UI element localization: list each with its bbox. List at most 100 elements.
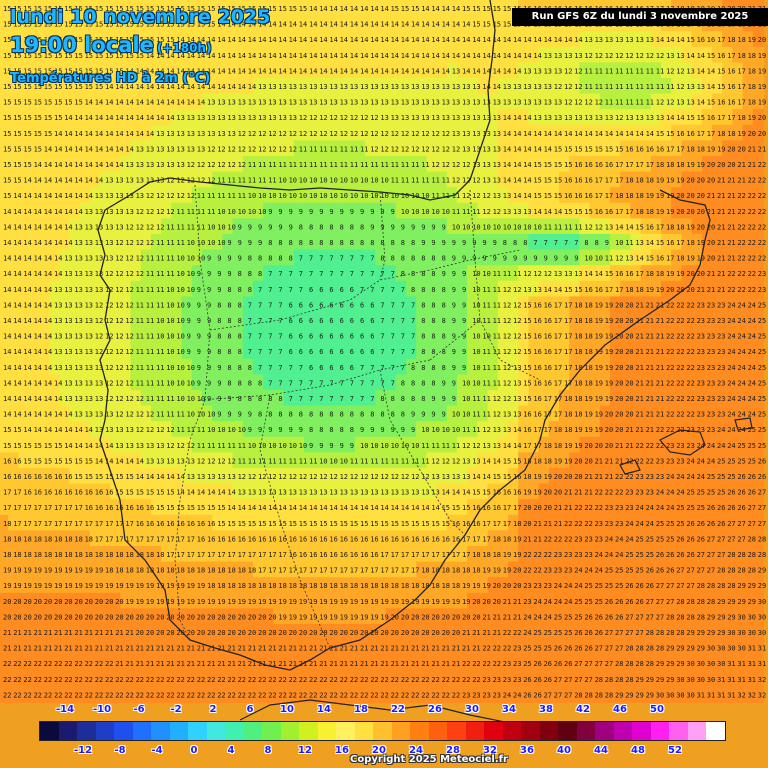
svg-text:14: 14 xyxy=(360,36,368,44)
svg-text:19: 19 xyxy=(676,270,684,278)
svg-text:11: 11 xyxy=(666,83,674,91)
svg-text:7: 7 xyxy=(391,270,395,278)
svg-text:11: 11 xyxy=(217,192,225,200)
svg-text:13: 13 xyxy=(472,83,480,91)
svg-text:18: 18 xyxy=(635,208,643,216)
svg-text:13: 13 xyxy=(64,270,72,278)
svg-text:14: 14 xyxy=(666,114,674,122)
svg-text:12: 12 xyxy=(595,223,603,231)
svg-text:11: 11 xyxy=(146,317,154,325)
svg-text:12: 12 xyxy=(299,130,307,138)
legend-swatch xyxy=(613,722,632,740)
svg-text:13: 13 xyxy=(309,99,317,107)
svg-text:14: 14 xyxy=(533,145,541,153)
svg-text:9: 9 xyxy=(217,270,221,278)
svg-text:14: 14 xyxy=(34,192,42,200)
svg-text:14: 14 xyxy=(523,52,531,60)
svg-text:12: 12 xyxy=(166,208,174,216)
svg-text:10: 10 xyxy=(482,270,490,278)
svg-text:17: 17 xyxy=(625,161,633,169)
svg-text:14: 14 xyxy=(309,52,317,60)
svg-text:10: 10 xyxy=(309,192,317,200)
svg-text:9: 9 xyxy=(493,239,497,247)
svg-text:15: 15 xyxy=(584,208,592,216)
svg-text:21: 21 xyxy=(707,270,715,278)
svg-text:13: 13 xyxy=(360,99,368,107)
svg-text:13: 13 xyxy=(431,83,439,91)
svg-text:14: 14 xyxy=(493,83,501,91)
svg-text:13: 13 xyxy=(523,67,531,75)
svg-text:13: 13 xyxy=(544,83,552,91)
svg-text:12: 12 xyxy=(656,52,664,60)
svg-text:13: 13 xyxy=(574,52,582,60)
coastline xyxy=(97,0,711,671)
legend-label-top: 6 xyxy=(246,704,254,715)
svg-text:14: 14 xyxy=(686,52,694,60)
svg-text:13: 13 xyxy=(85,223,93,231)
svg-text:15: 15 xyxy=(462,5,470,13)
svg-text:14: 14 xyxy=(278,52,286,60)
svg-text:12: 12 xyxy=(258,145,266,153)
svg-text:12: 12 xyxy=(238,161,246,169)
svg-text:14: 14 xyxy=(23,301,31,309)
svg-text:14: 14 xyxy=(452,52,460,60)
svg-text:7: 7 xyxy=(544,239,548,247)
svg-text:14: 14 xyxy=(105,130,113,138)
svg-text:8: 8 xyxy=(431,270,435,278)
svg-text:14: 14 xyxy=(64,239,72,247)
svg-text:9: 9 xyxy=(462,286,466,294)
svg-text:13: 13 xyxy=(227,130,235,138)
svg-text:16: 16 xyxy=(727,67,735,75)
svg-text:14: 14 xyxy=(44,192,52,200)
svg-text:7: 7 xyxy=(401,301,405,309)
svg-text:13: 13 xyxy=(462,145,470,153)
svg-text:14: 14 xyxy=(64,145,72,153)
svg-text:20: 20 xyxy=(737,145,745,153)
svg-text:24: 24 xyxy=(748,301,756,309)
svg-text:14: 14 xyxy=(44,223,52,231)
svg-text:8: 8 xyxy=(227,317,231,325)
svg-text:21: 21 xyxy=(707,192,715,200)
svg-text:11: 11 xyxy=(635,99,643,107)
svg-text:12: 12 xyxy=(391,130,399,138)
svg-text:14: 14 xyxy=(23,239,31,247)
svg-text:9: 9 xyxy=(207,255,211,263)
svg-text:11: 11 xyxy=(605,255,613,263)
svg-text:15: 15 xyxy=(3,114,11,122)
svg-text:13: 13 xyxy=(544,114,552,122)
svg-text:13: 13 xyxy=(146,161,154,169)
svg-text:7: 7 xyxy=(380,301,384,309)
svg-text:22: 22 xyxy=(737,286,745,294)
svg-text:14: 14 xyxy=(391,36,399,44)
svg-text:14: 14 xyxy=(523,114,531,122)
svg-text:7: 7 xyxy=(533,239,537,247)
svg-text:12: 12 xyxy=(258,130,266,138)
svg-text:14: 14 xyxy=(360,52,368,60)
svg-text:11: 11 xyxy=(278,161,286,169)
svg-text:13: 13 xyxy=(278,83,286,91)
svg-text:12: 12 xyxy=(115,301,123,309)
svg-text:20: 20 xyxy=(758,36,766,44)
svg-text:21: 21 xyxy=(737,161,745,169)
svg-text:20: 20 xyxy=(697,223,705,231)
svg-text:11: 11 xyxy=(452,208,460,216)
svg-text:20: 20 xyxy=(666,286,674,294)
svg-text:13: 13 xyxy=(74,301,82,309)
svg-text:14: 14 xyxy=(23,208,31,216)
svg-text:18: 18 xyxy=(727,36,735,44)
svg-text:14: 14 xyxy=(238,36,246,44)
svg-text:13: 13 xyxy=(401,114,409,122)
svg-text:8: 8 xyxy=(248,270,252,278)
svg-text:11: 11 xyxy=(554,223,562,231)
svg-text:14: 14 xyxy=(34,286,42,294)
svg-text:11: 11 xyxy=(136,301,144,309)
svg-text:13: 13 xyxy=(136,177,144,185)
svg-text:8: 8 xyxy=(340,223,344,231)
legend-swatch xyxy=(373,722,392,740)
svg-text:16: 16 xyxy=(656,145,664,153)
svg-text:12: 12 xyxy=(146,239,154,247)
svg-text:13: 13 xyxy=(564,114,572,122)
svg-text:17: 17 xyxy=(595,177,603,185)
svg-text:13: 13 xyxy=(248,99,256,107)
svg-text:14: 14 xyxy=(64,130,72,138)
